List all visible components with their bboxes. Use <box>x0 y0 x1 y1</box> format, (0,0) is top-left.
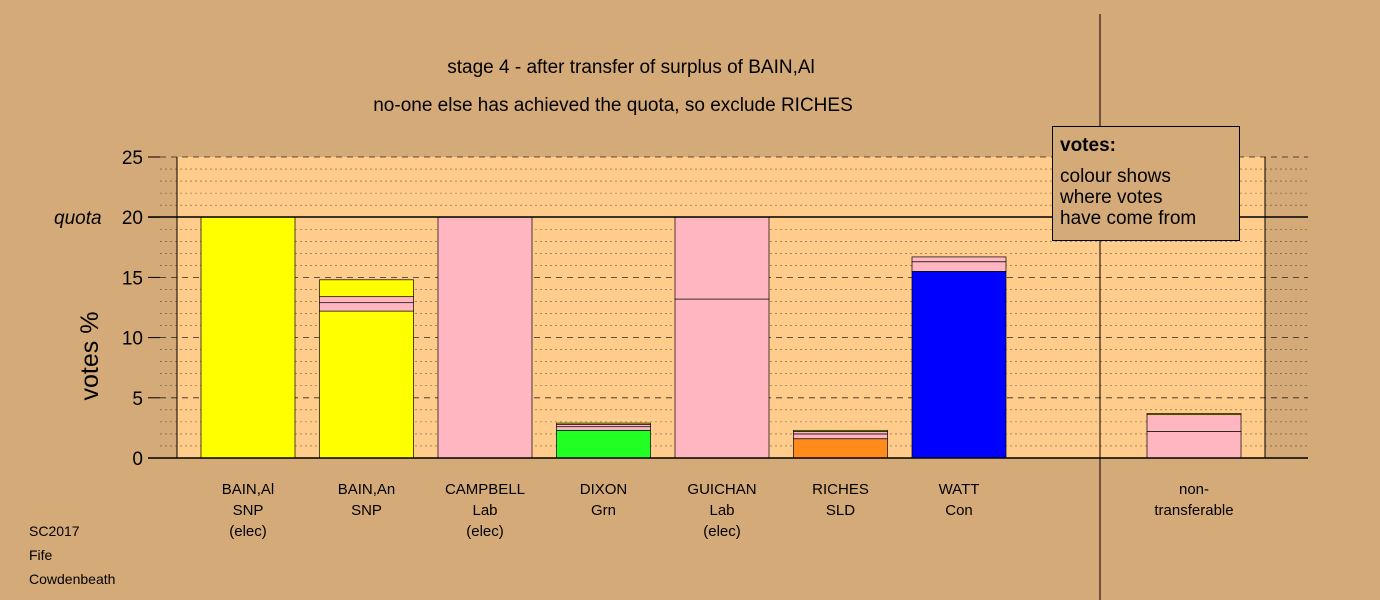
bar-segment-riches-1 <box>793 433 888 440</box>
y-tick-label: 10 <box>122 329 143 350</box>
legend-line-1: colour shows <box>1060 166 1171 187</box>
candidate-label-watt-1: Con <box>945 502 973 519</box>
y-tick-label: 15 <box>122 268 143 289</box>
legend-title: votes: <box>1060 135 1116 156</box>
legend-line-2: where votes <box>1060 187 1163 208</box>
y-tick-label: 25 <box>122 148 143 169</box>
y-tick-label: 20 <box>122 208 143 229</box>
bar-segment-riches-3 <box>793 429 888 432</box>
bar-segment-nontransferable-1 <box>1146 414 1242 432</box>
y-axis: 0 5 10 15 20 25 <box>122 148 160 470</box>
bar-segment-bain-an-3 <box>319 279 414 298</box>
bar-segment-nontransferable-0 <box>1146 431 1242 459</box>
bar-segment-campbell-0 <box>437 216 533 459</box>
candidate-label-watt-0: WATT <box>939 481 980 498</box>
bar-segment-watt-1 <box>911 261 1007 272</box>
bar-segment-nontransferable-2 <box>1146 413 1242 416</box>
candidate-label-bain-an-0: BAIN,An <box>338 481 396 498</box>
bar-segment-guichan-0 <box>674 298 770 459</box>
candidate-label-guichan-0: GUICHAN <box>687 481 756 498</box>
chart-title: stage 4 - after transfer of surplus of B… <box>447 57 815 78</box>
bars <box>200 216 1242 459</box>
y-axis-label: votes % <box>76 312 104 401</box>
quota-label: quota <box>54 208 102 229</box>
candidate-label-riches-0: RICHES <box>812 481 869 498</box>
candidate-label-bain-al-1: SNP <box>233 502 264 519</box>
candidate-label-bain-an-1: SNP <box>351 502 382 519</box>
candidate-label-riches-1: SLD <box>826 502 855 519</box>
footer-line-1: SC2017 <box>29 523 80 539</box>
candidate-labels: BAIN,Al SNP (elec) BAIN,An SNP CAMPBELL Lab (el… <box>222 481 1234 540</box>
bar-segment-watt-2 <box>911 256 1007 263</box>
candidate-label-campbell-0: CAMPBELL <box>445 481 525 498</box>
bar-segment-dixon-2 <box>556 423 651 428</box>
legend: votes: colour shows where votes have com… <box>1052 126 1240 241</box>
candidate-label-bain-al-0: BAIN,Al <box>222 481 275 498</box>
bar-segment-watt-0 <box>911 271 1007 459</box>
nontransferable-label-0: non- <box>1179 481 1209 498</box>
legend-line-3: have come from <box>1060 208 1197 229</box>
candidate-label-dixon-1: Grn <box>591 502 616 519</box>
bar-segment-dixon-0 <box>556 429 651 459</box>
chart-subtitle: no-one else has achieved the quota, so e… <box>373 95 853 116</box>
candidate-label-guichan-2: (elec) <box>703 523 741 540</box>
candidate-label-campbell-2: (elec) <box>466 523 504 540</box>
bar-segment-bain-an-0 <box>319 310 414 459</box>
bar-segment-dixon-1 <box>556 426 651 431</box>
candidate-label-bain-al-2: (elec) <box>229 523 267 540</box>
y-tick-label: 0 <box>132 449 143 470</box>
nontransferable-label-1: transferable <box>1154 502 1233 519</box>
bar-segment-riches-2 <box>793 431 888 435</box>
candidate-label-campbell-1: Lab <box>472 502 497 519</box>
bar-segment-bain-al-0 <box>200 216 296 459</box>
bar-segment-dixon-3 <box>556 422 651 425</box>
y-tick-label: 5 <box>132 389 143 410</box>
footer-line-3: Cowdenbeath <box>29 571 115 587</box>
bar-segment-bain-an-2 <box>319 296 414 304</box>
bar-segment-riches-0 <box>793 438 888 459</box>
bar-segment-bain-an-1 <box>319 302 414 312</box>
candidate-label-guichan-1: Lab <box>709 502 734 519</box>
bar-segment-guichan-1 <box>674 216 770 300</box>
candidate-label-dixon-0: DIXON <box>580 481 628 498</box>
footer-line-2: Fife <box>29 547 53 563</box>
